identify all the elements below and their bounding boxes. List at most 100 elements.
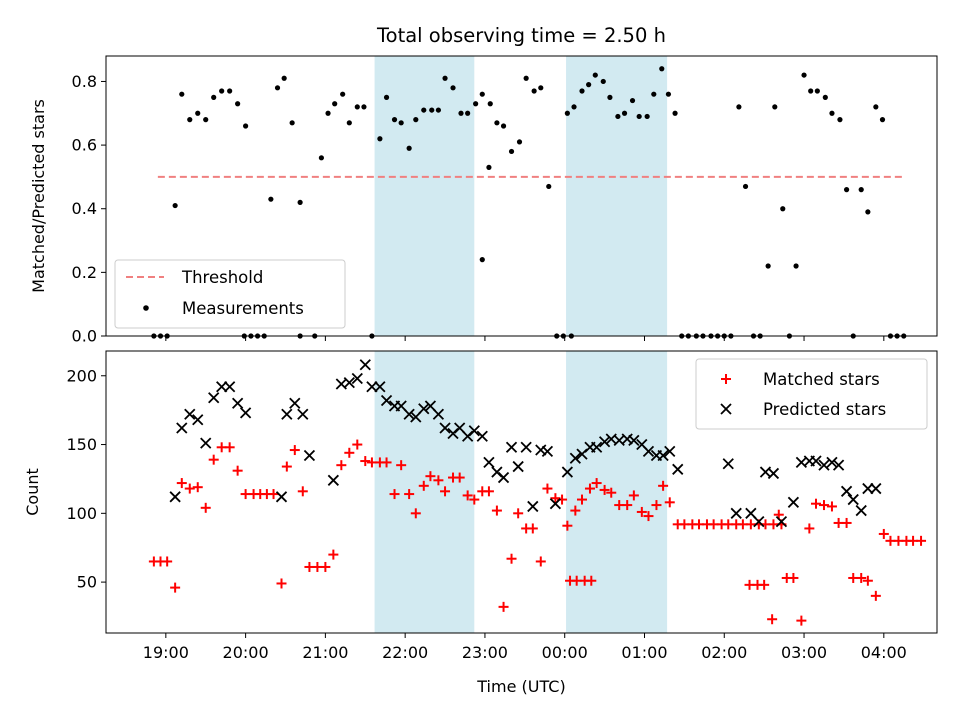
measurement-point	[458, 110, 464, 116]
predicted-star-point	[200, 437, 212, 449]
measurement-point	[421, 107, 427, 113]
measurement-point	[235, 101, 241, 107]
measurement-point	[858, 187, 864, 193]
x-b	[468, 425, 480, 437]
measurement-point	[465, 110, 471, 116]
measurement-point	[179, 91, 185, 97]
measurement-point	[571, 104, 577, 110]
matched-star-point	[542, 483, 553, 494]
x-tick-label: 04:00	[861, 643, 907, 662]
x-tick-label: 02:00	[701, 643, 747, 662]
bottom-shaded-intervals	[374, 351, 668, 633]
predicted-star-point	[767, 467, 780, 480]
predicted-star-point	[366, 381, 378, 393]
measurement-point	[600, 78, 606, 85]
measurement-point	[651, 91, 657, 97]
predicted-star-point	[359, 359, 371, 371]
matched-star-point	[192, 482, 203, 493]
x-b	[403, 408, 415, 420]
measurement-point	[354, 104, 360, 110]
matched-star-point	[535, 556, 546, 567]
y-tick-label: 200	[66, 366, 97, 385]
matched-star-point	[281, 461, 292, 472]
bottom-y-axis: 50 100 150 200	[66, 366, 106, 592]
predicted-star-point	[351, 372, 363, 385]
measurement-point	[765, 263, 771, 269]
matched-star-point	[433, 475, 444, 486]
matched-star-point	[643, 511, 654, 522]
predicted-star-point	[590, 441, 603, 453]
measurement-point	[391, 117, 398, 123]
x-b	[432, 408, 445, 420]
matched-star-point	[232, 465, 243, 476]
matched-star-point	[360, 456, 371, 467]
predicted-star-point	[628, 434, 640, 447]
measurement-point	[523, 75, 529, 81]
predicted-star-point	[497, 471, 510, 484]
predicted-star-point	[208, 392, 220, 404]
matched-star-point	[788, 572, 799, 583]
x-b	[826, 456, 838, 469]
predicted-star-point	[343, 377, 355, 389]
measurement-point	[325, 110, 331, 116]
matched-star-point	[483, 486, 494, 497]
x-b	[520, 441, 532, 453]
x-b	[590, 441, 603, 453]
predicted-star-point	[862, 482, 874, 495]
matched-star-point	[289, 445, 300, 456]
matched-star-point	[513, 508, 524, 519]
measurement-point	[281, 75, 287, 81]
predicted-stars-series	[169, 359, 882, 528]
matched-star-point	[636, 506, 647, 517]
x-b	[281, 408, 293, 420]
matched-star-point	[759, 579, 770, 590]
predicted-star-point	[303, 449, 316, 462]
x-b	[343, 377, 355, 389]
measurement-point	[289, 120, 295, 126]
measurement-point	[243, 123, 249, 129]
matched-star-point	[491, 505, 502, 516]
matched-star-point	[469, 494, 480, 505]
x-b	[613, 434, 625, 447]
x-tick-label: 03:00	[781, 643, 827, 662]
matched-star-point	[328, 549, 339, 560]
x-b	[636, 438, 648, 451]
y-tick-label: 0.6	[72, 136, 97, 155]
x-tick-label: 21:00	[302, 643, 348, 662]
measurement-point	[398, 120, 404, 126]
matched-star-point	[276, 578, 287, 589]
x-b	[810, 455, 822, 467]
measurement-point	[579, 88, 585, 94]
predicted-star-point	[439, 422, 451, 434]
matched-star-point	[550, 493, 561, 504]
x-b	[351, 372, 363, 385]
predicted-star-point	[281, 408, 293, 420]
predicted-star-point	[642, 445, 655, 458]
x-tick-label: 01:00	[621, 643, 667, 662]
y-tick-label: 50	[77, 573, 97, 592]
x-b	[847, 493, 859, 506]
legend-threshold-label: Threshold	[181, 268, 263, 287]
x-b	[745, 507, 757, 519]
bottom-axes-frame	[105, 350, 938, 634]
measurement-point	[801, 72, 807, 78]
predicted-star-point	[855, 504, 867, 517]
x-b	[840, 485, 853, 497]
measurement-point	[879, 117, 886, 123]
x-b	[216, 381, 228, 393]
measurement-point	[843, 187, 850, 193]
predicted-star-point	[169, 491, 181, 503]
x-b	[483, 456, 495, 469]
predicted-star-point	[512, 460, 524, 473]
x-b	[224, 381, 236, 393]
predicted-star-point	[810, 455, 822, 467]
x-b	[621, 433, 633, 445]
predicted-star-point	[483, 456, 495, 469]
predicted-star-point	[505, 441, 518, 453]
predicted-star-point	[664, 445, 676, 458]
matched-star-point	[344, 447, 355, 458]
measurement-point	[435, 107, 441, 113]
y-tick-label: 150	[66, 435, 97, 454]
measurement-point	[780, 206, 786, 212]
predicted-star-point	[468, 425, 480, 437]
